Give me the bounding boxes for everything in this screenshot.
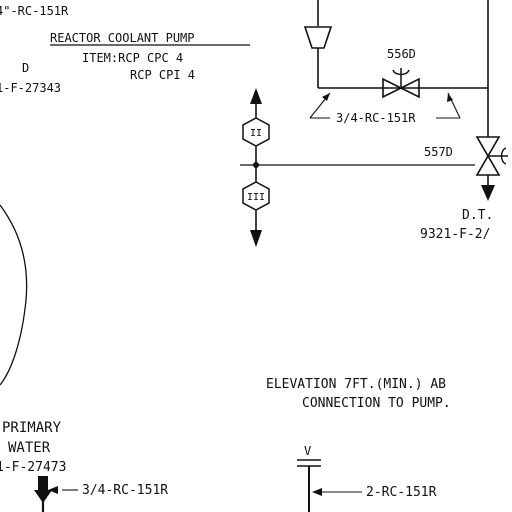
valve-557d-tag: 557D <box>424 145 453 159</box>
pump-item-line1: ITEM:RCP CPC 4 <box>82 51 183 65</box>
drain-tank-drawing: 9321-F-2/ <box>420 227 490 242</box>
hexagon-iii-icon <box>242 181 270 211</box>
vent-leader-arrow-icon <box>312 488 322 496</box>
valve-556d-icon <box>382 68 420 99</box>
valve-557d-icon <box>475 136 508 176</box>
elevation-note-line1: ELEVATION 7FT.(MIN.) AB <box>266 377 446 392</box>
branch-line-spec: 3/4-RC-151R <box>336 111 416 125</box>
leader-right-arrow-icon <box>447 93 453 102</box>
primary-water-line-spec: 3/4-RC-151R <box>82 483 168 498</box>
primary-water-line1: PRIMARY <box>2 420 62 436</box>
hexagon-ii-label: II <box>250 128 262 139</box>
vent-line-spec: 2-RC-151R <box>366 485 437 500</box>
ref-drawing: 1-F-27343 <box>0 81 61 95</box>
funnel-icon <box>303 26 333 49</box>
drain-tank-label: D.T. <box>462 208 493 223</box>
down-arrow-icon <box>250 230 262 247</box>
primary-water-line2: WATER <box>8 440 51 456</box>
elevation-note-line2: CONNECTION TO PUMP. <box>302 396 451 411</box>
junction-dot <box>253 162 259 168</box>
pump-title: REACTOR COOLANT PUMP <box>50 31 195 45</box>
hexagon-iii-label: III <box>247 192 265 203</box>
valve-556d-tag: 556D <box>387 47 416 61</box>
primary-water-drawing: 1-F-27473 <box>0 460 66 475</box>
hexagon-ii-icon <box>242 117 270 147</box>
drain-arrow-icon <box>481 185 495 201</box>
primary-water-arrow-icon <box>34 476 52 503</box>
vent-label: V <box>304 444 311 458</box>
pump-item-line2: RCP CPI 4 <box>130 68 195 82</box>
top-left-line-spec: 4"-RC-151R <box>0 4 69 18</box>
up-arrow-icon <box>250 88 262 104</box>
ref-letter: D <box>22 61 29 75</box>
primary-water-leader-arrow-icon <box>48 486 58 494</box>
leader-left-arrow-icon <box>322 93 330 101</box>
curved-boundary-line <box>0 204 28 386</box>
